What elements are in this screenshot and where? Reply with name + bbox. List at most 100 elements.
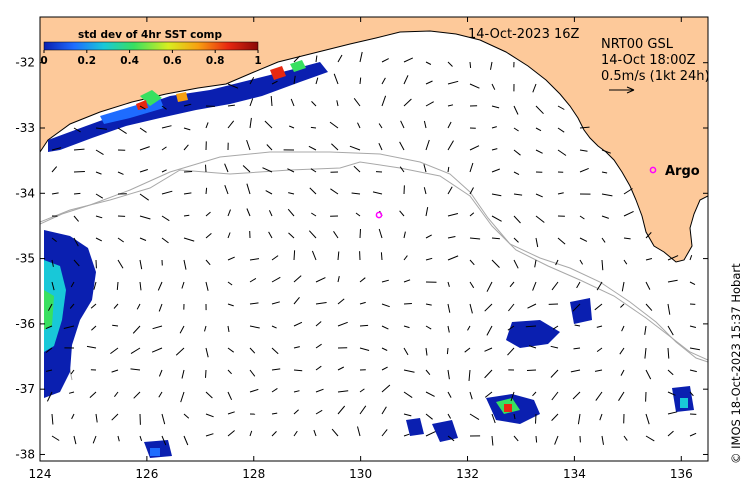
current-vector (595, 391, 603, 401)
current-vector (469, 212, 475, 217)
current-vector (95, 413, 98, 423)
isobath-shallow (40, 151, 708, 363)
plot-frame (39, 16, 709, 462)
current-vector (359, 51, 363, 63)
current-vector (425, 139, 430, 151)
current-vector (550, 369, 559, 378)
current-vector (491, 237, 500, 240)
current-vector (381, 406, 387, 415)
current-vector (139, 259, 143, 270)
current-vector (491, 215, 502, 222)
current-vector (550, 345, 559, 349)
current-vector (315, 77, 319, 85)
current-vector (577, 413, 581, 425)
current-vector (381, 95, 387, 107)
current-vector (337, 366, 345, 371)
current-vector (447, 369, 450, 380)
current-vector (308, 230, 317, 239)
current-vector (623, 259, 628, 265)
current-vector (331, 428, 339, 437)
current-vector (227, 209, 231, 217)
current-vector (513, 127, 519, 132)
current-vector (535, 215, 545, 223)
current-vector (491, 126, 497, 129)
x-tick-label: 134 (563, 467, 586, 481)
current-vector (73, 192, 81, 195)
current-vector (425, 257, 433, 261)
current-vector (599, 413, 603, 421)
current-vector (491, 435, 494, 446)
current-vector (310, 126, 317, 129)
x-tick-label: 126 (135, 467, 158, 481)
colorbar-tick-label: 0.4 (120, 55, 139, 67)
current-vector (645, 303, 653, 311)
current-vector (315, 321, 322, 327)
current-vector (623, 435, 628, 441)
current-vector (227, 391, 233, 401)
current-vector (645, 413, 650, 425)
current-vector (337, 275, 340, 283)
current-vector (246, 183, 251, 195)
current-vector (381, 429, 388, 437)
current-vector (249, 258, 260, 261)
current-vector (447, 391, 452, 398)
current-vector (111, 413, 119, 421)
current-vector (249, 369, 256, 377)
current-vector (484, 303, 493, 312)
current-vector (447, 435, 455, 442)
current-vector (378, 228, 383, 239)
current-vector (117, 237, 124, 243)
current-vector (425, 347, 428, 356)
argo-label: Argo (665, 164, 700, 179)
current-vector (596, 325, 603, 328)
current-vector (271, 387, 278, 393)
credit-label: © IMOS 18-Oct-2023 15:37 Hobart (729, 263, 743, 464)
current-vector (112, 324, 119, 327)
current-vector (95, 193, 104, 199)
current-vector (447, 255, 459, 261)
current-vector (513, 149, 521, 156)
current-vector (183, 413, 190, 419)
current-vector (313, 429, 317, 437)
current-vector (601, 171, 608, 174)
current-vector (484, 347, 493, 352)
current-vector (46, 391, 53, 402)
current-vector (45, 347, 53, 353)
current-vector (227, 369, 232, 375)
current-vector (130, 368, 141, 371)
x-tick-label: 124 (29, 467, 52, 481)
current-vector (293, 75, 296, 85)
current-vector (381, 325, 389, 330)
current-vector (576, 281, 581, 289)
current-vector (532, 83, 537, 93)
current-vector (63, 325, 75, 329)
current-vector (161, 190, 173, 195)
current-vector (136, 303, 141, 310)
current-vector (572, 303, 581, 312)
current-vector (139, 146, 150, 151)
current-vector (242, 165, 251, 173)
current-vector (205, 122, 209, 129)
current-vector (357, 426, 361, 437)
current-vector (158, 391, 163, 398)
current-vector (620, 369, 625, 376)
sst-stddev-patches (44, 60, 694, 458)
current-vector (572, 391, 581, 400)
current-vector (95, 171, 102, 175)
colorbar-tick-label: 0.8 (206, 55, 225, 67)
current-vector (425, 325, 432, 330)
current-vector (205, 391, 213, 399)
current-vector (619, 347, 625, 355)
current-vector (333, 73, 339, 85)
current-vector (623, 188, 633, 195)
current-vector (403, 255, 408, 261)
current-vector (535, 413, 537, 424)
current-vector (528, 345, 537, 349)
current-vector (93, 281, 97, 290)
current-vector (467, 325, 471, 331)
current-vector (447, 61, 453, 67)
y-tick-label: -38 (15, 447, 35, 461)
current-vectors (45, 51, 700, 446)
current-vector (355, 212, 361, 217)
current-vector (425, 101, 434, 107)
